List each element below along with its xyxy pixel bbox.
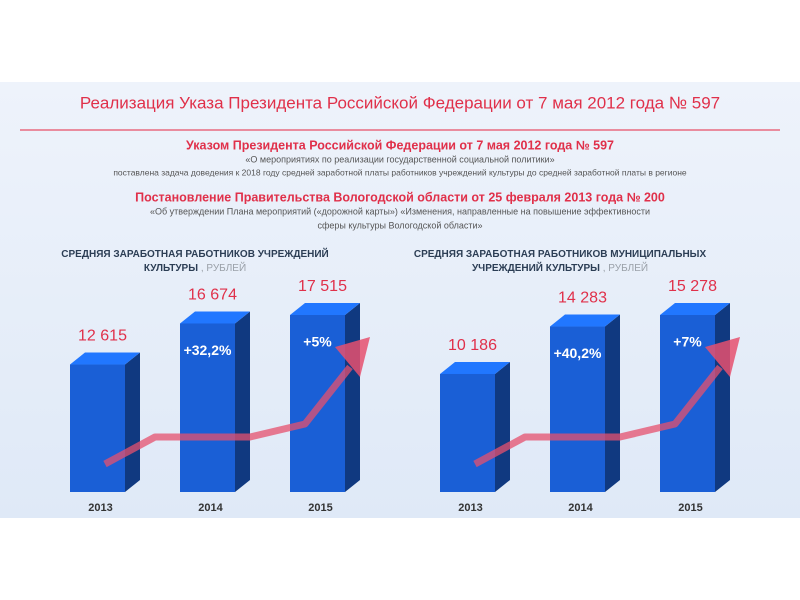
bar-top (660, 303, 730, 315)
bar-side (345, 303, 360, 492)
bar-side (715, 303, 730, 492)
unit-label: , РУБЛЕЙ (602, 263, 649, 274)
value-label: 14 283 (558, 290, 607, 307)
chart-title: СРЕДНЯЯ ЗАРАБОТНАЯ РАБОТНИКОВ МУНИЦИПАЛЬ… (400, 248, 720, 276)
growth-annotation: +7% (673, 334, 702, 350)
bar-front (440, 373, 495, 492)
bar (440, 361, 510, 492)
bar-top (440, 361, 510, 374)
decree-heading: Указом Президента Российской Федерации о… (186, 138, 614, 152)
bar-top (180, 311, 250, 324)
category-label: 2013 (88, 502, 112, 514)
bar-side (235, 311, 250, 492)
bar (180, 311, 250, 492)
bar (70, 352, 140, 492)
growth-annotation: +40,2% (554, 345, 602, 361)
slide-title: Реализация Указа Президента Российской Ф… (80, 93, 720, 112)
chart-title: СРЕДНЯЯ ЗАРАБОТНАЯ РАБОТНИКОВ УЧРЕЖДЕНИЙ… (35, 248, 355, 276)
chart-title-text: СРЕДНЯЯ ЗАРАБОТНАЯ РАБОТНИКОВ УЧРЕЖДЕНИЙ… (61, 249, 329, 274)
category-label: 2014 (568, 502, 593, 514)
bar-side (495, 361, 510, 492)
bar-front (180, 323, 235, 492)
trend-arrowhead (335, 337, 370, 377)
growth-annotation: +5% (303, 334, 332, 350)
category-label: 2015 (678, 502, 702, 514)
category-label: 2013 (458, 502, 482, 514)
bar-side (605, 314, 620, 492)
value-label: 17 515 (298, 278, 347, 295)
decree-line: «О мероприятиях по реализации государств… (245, 154, 554, 164)
bar-front (70, 364, 125, 492)
unit-label: , РУБЛЕЙ (200, 263, 247, 274)
bar-front (550, 326, 605, 492)
value-label: 16 674 (188, 287, 237, 304)
resolution-heading: Постановление Правительства Вологодской … (135, 190, 665, 204)
bar (550, 314, 620, 492)
value-label: 12 615 (78, 328, 127, 345)
value-label: 10 186 (448, 337, 497, 354)
trend-arrowhead (705, 337, 740, 377)
growth-annotation: +32,2% (184, 342, 232, 358)
bar-top (290, 303, 360, 315)
chart-title-text: СРЕДНЯЯ ЗАРАБОТНАЯ РАБОТНИКОВ МУНИЦИПАЛЬ… (413, 249, 707, 274)
value-label: 15 278 (668, 278, 717, 295)
bar-top (70, 352, 140, 365)
trend-arrow (473, 364, 723, 468)
category-label: 2015 (308, 502, 332, 514)
bar-side (125, 352, 140, 492)
decree-line: поставлена задача доведения к 2018 году … (113, 167, 687, 177)
bar-top (550, 314, 620, 327)
trend-arrow (103, 364, 353, 468)
resolution-line: сферы культуры Вологодской области» (317, 220, 482, 230)
category-label: 2014 (198, 502, 223, 514)
resolution-line: «Об утверждении Плана мероприятий («доро… (150, 206, 650, 216)
